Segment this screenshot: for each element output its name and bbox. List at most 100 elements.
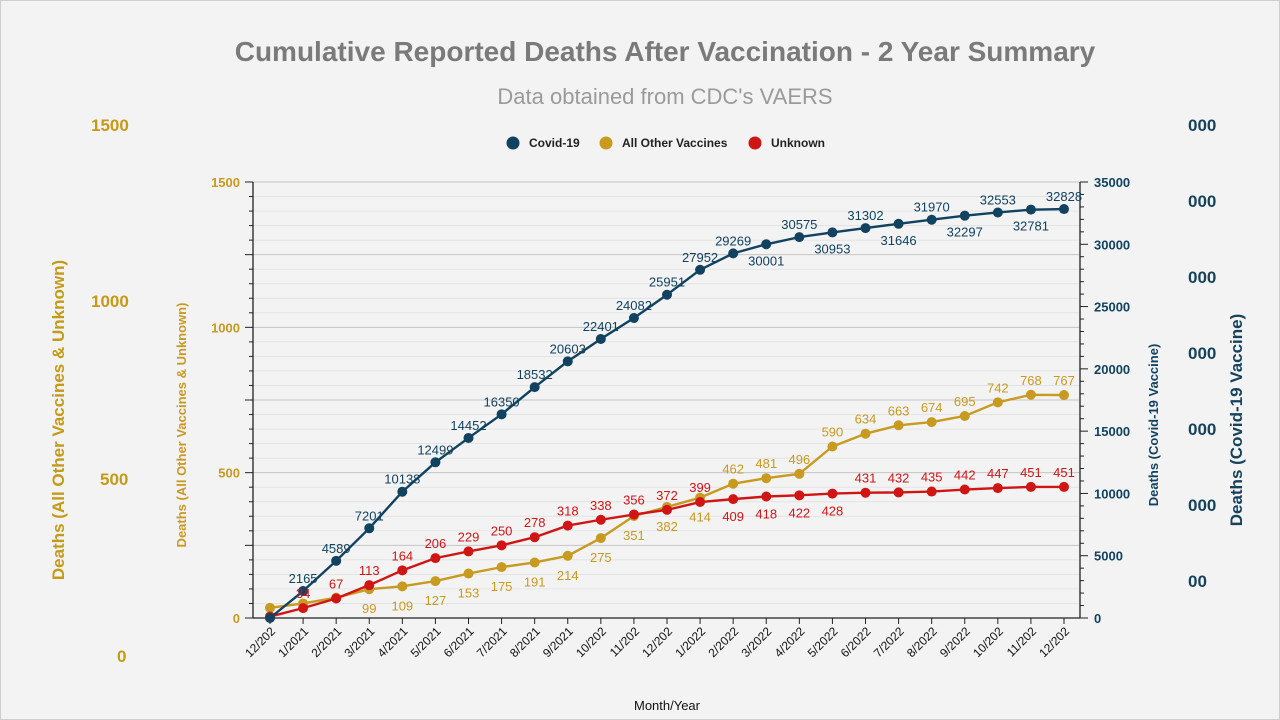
data-point bbox=[959, 210, 970, 221]
data-label: 414 bbox=[689, 510, 711, 525]
data-point bbox=[265, 613, 275, 623]
data-point bbox=[695, 497, 706, 508]
x-tick-label: 4/2021 bbox=[375, 624, 411, 660]
data-label: 99 bbox=[362, 601, 376, 616]
legend-label: Covid-19 bbox=[529, 136, 580, 150]
data-label: 356 bbox=[623, 493, 645, 508]
data-label: 113 bbox=[359, 563, 380, 578]
data-label: 30001 bbox=[748, 253, 784, 268]
right-tick-label: 25000 bbox=[1094, 300, 1130, 315]
data-label: 25951 bbox=[649, 275, 685, 290]
ghost-left-tick: 1500 bbox=[91, 116, 129, 135]
x-tick-label: 2/2021 bbox=[308, 624, 344, 660]
x-tick-label: 8/2022 bbox=[904, 624, 940, 660]
data-point bbox=[893, 218, 904, 229]
data-point bbox=[794, 490, 805, 501]
data-label: 447 bbox=[987, 466, 1009, 481]
data-label: 663 bbox=[888, 403, 910, 418]
data-label: 175 bbox=[491, 579, 513, 594]
data-label: 590 bbox=[822, 425, 844, 440]
data-label: 767 bbox=[1053, 373, 1075, 388]
data-label: 14452 bbox=[450, 418, 486, 433]
data-point bbox=[926, 417, 937, 428]
data-label: 31646 bbox=[881, 233, 917, 248]
chart-subtitle: Data obtained from CDC's VAERS bbox=[497, 84, 833, 109]
legend-marker bbox=[599, 136, 613, 150]
data-point bbox=[562, 550, 573, 561]
right-tick-label: 10000 bbox=[1094, 486, 1130, 501]
data-point bbox=[728, 494, 739, 505]
data-label: 32553 bbox=[980, 192, 1016, 207]
x-tick-label: 12/202 bbox=[242, 624, 278, 660]
data-point bbox=[992, 207, 1003, 218]
data-point bbox=[761, 473, 772, 484]
data-label: 10138 bbox=[384, 472, 420, 487]
data-point bbox=[761, 491, 772, 502]
right-tick-label: 15000 bbox=[1094, 424, 1130, 439]
data-label: 496 bbox=[788, 452, 810, 467]
data-point bbox=[662, 289, 672, 300]
x-tick-label: 1/2022 bbox=[672, 624, 708, 660]
data-label: 2165 bbox=[289, 571, 318, 586]
data-point bbox=[1025, 481, 1036, 492]
data-point bbox=[430, 457, 441, 468]
data-point bbox=[794, 232, 805, 243]
data-point bbox=[959, 410, 970, 421]
data-label: 214 bbox=[557, 568, 579, 583]
right-tick-label: 20000 bbox=[1094, 362, 1130, 377]
data-label: 409 bbox=[722, 509, 744, 524]
data-point bbox=[959, 484, 970, 495]
data-label: 418 bbox=[755, 507, 777, 522]
left-tick-label: 1000 bbox=[211, 320, 240, 335]
x-tick-label: 6/2021 bbox=[441, 624, 477, 660]
data-point bbox=[728, 248, 739, 259]
x-tick-label: 9/2022 bbox=[937, 624, 973, 660]
data-label: 435 bbox=[921, 470, 943, 485]
data-point bbox=[529, 557, 540, 568]
data-point bbox=[364, 580, 375, 591]
legend-label: Unknown bbox=[771, 136, 825, 150]
data-point bbox=[860, 223, 871, 234]
data-label: 742 bbox=[987, 380, 1009, 395]
data-point bbox=[562, 356, 573, 367]
data-point bbox=[728, 478, 739, 489]
ghost-right-tick: 000 bbox=[1188, 268, 1217, 287]
data-point bbox=[628, 509, 639, 520]
ghost-right-tick: 00 bbox=[1188, 572, 1207, 591]
data-label: 30575 bbox=[781, 217, 817, 232]
data-label: 351 bbox=[623, 528, 645, 543]
chart-title: Cumulative Reported Deaths After Vaccina… bbox=[234, 36, 1096, 67]
data-point bbox=[298, 586, 309, 597]
x-tick-label: 9/2021 bbox=[540, 624, 576, 660]
data-point bbox=[1025, 204, 1036, 215]
ghost-right-tick: 000 bbox=[1188, 116, 1217, 135]
data-label: 29269 bbox=[715, 233, 751, 248]
data-point bbox=[794, 468, 805, 479]
data-point bbox=[595, 533, 606, 544]
data-label: 127 bbox=[425, 593, 447, 608]
x-tick-label: 7/2021 bbox=[474, 624, 510, 660]
data-point bbox=[430, 576, 441, 587]
data-label: 451 bbox=[1053, 465, 1075, 480]
data-point bbox=[595, 333, 606, 344]
left-tick-label: 0 bbox=[233, 611, 240, 626]
x-tick-label: 4/2022 bbox=[772, 624, 808, 660]
data-point bbox=[562, 520, 573, 531]
data-label: 34 bbox=[296, 586, 310, 601]
ghost-left-tick: 1000 bbox=[91, 292, 129, 311]
data-point bbox=[926, 214, 937, 225]
data-point bbox=[827, 488, 838, 499]
x-tick-label: 3/2022 bbox=[739, 624, 775, 660]
ghost-right-tick: 000 bbox=[1188, 496, 1217, 515]
data-label: 24082 bbox=[616, 298, 652, 313]
x-tick-label: 8/2021 bbox=[507, 624, 543, 660]
data-point bbox=[397, 581, 408, 592]
data-label: 191 bbox=[524, 574, 546, 589]
ghost-right-tick: 000 bbox=[1188, 420, 1217, 439]
data-label: 20603 bbox=[550, 341, 586, 356]
right-tick-label: 30000 bbox=[1094, 237, 1130, 252]
data-label: 674 bbox=[921, 400, 943, 415]
ghost-right-tick: 000 bbox=[1188, 192, 1217, 211]
data-label: 7201 bbox=[355, 508, 384, 523]
data-label: 109 bbox=[391, 598, 413, 613]
